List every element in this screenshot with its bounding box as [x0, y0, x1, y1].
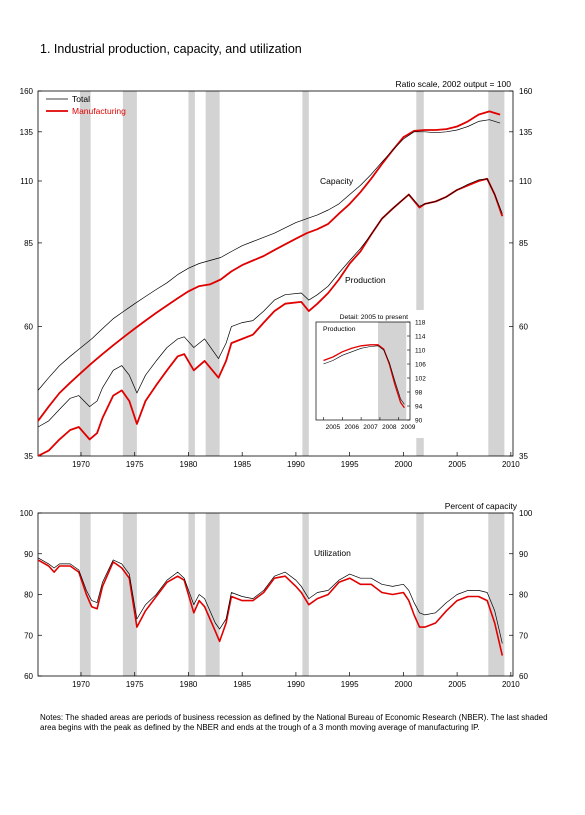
inset-y-tick-label: 102 — [415, 376, 426, 383]
series-line-total — [37, 119, 501, 391]
x-tick-label: 2005 — [448, 460, 466, 469]
y-tick-label: 70 — [24, 631, 33, 640]
series-line-manufacturing — [37, 559, 504, 656]
inset-x-tick-label: 2009 — [401, 424, 416, 431]
y-tick-label: 100 — [20, 509, 34, 518]
x-tick-label: 1995 — [341, 680, 359, 689]
x-tick-label: 2010 — [502, 460, 520, 469]
scale-note-utilization: Percent of capacity — [445, 501, 518, 511]
x-tick-label: 1970 — [72, 460, 90, 469]
y-tick-label: 90 — [24, 550, 33, 559]
y-tick-label: 160 — [20, 87, 34, 96]
inset-y-tick-label: 98 — [415, 390, 423, 397]
inset-series-manufacturing — [323, 344, 405, 409]
inset-x-tick-label: 2005 — [326, 424, 341, 431]
annotation-production: Production — [345, 275, 386, 285]
inset-title: Detail: 2005 to present — [340, 314, 409, 321]
utilization-chart: 60 60 70 70 80 80 90 90 100 100 1970 1975 1980 1985 19… — [20, 501, 533, 689]
detail-inset-chart: 90 94 98 102 106 110 114 118 2005 2006 2007 2008 200… — [314, 310, 442, 438]
production-capacity-chart: 35 35 60 60 85 85 110 110 135 135 160 160 1970 1975 19… — [20, 79, 533, 469]
recession-bar — [79, 91, 91, 456]
y-tick-label: 85 — [24, 239, 33, 248]
plot-frame — [37, 512, 514, 677]
recession-bar — [205, 91, 220, 456]
recession-bar — [302, 513, 309, 676]
y-tick-label: 100 — [519, 509, 533, 518]
inset-background — [314, 310, 442, 438]
y-tick-label: 60 — [24, 323, 33, 332]
annotation-utilization: Utilization — [314, 548, 351, 558]
x-tick-label: 1980 — [180, 460, 198, 469]
notes-text: Notes: The shaded areas are periods of b… — [40, 713, 548, 732]
x-tick-label: 2010 — [502, 680, 520, 689]
recession-bar — [188, 513, 195, 676]
x-tick-label: 1985 — [233, 460, 251, 469]
recession-bar — [122, 91, 137, 456]
inset-x-tick-label: 2008 — [382, 424, 397, 431]
recession-bar — [188, 91, 195, 456]
inset-y-tick-label: 106 — [415, 362, 426, 369]
plot-frame — [37, 90, 514, 457]
annotation-capacity: Capacity — [320, 176, 354, 186]
inset-y-tick-label: 110 — [415, 348, 426, 355]
y-tick-label: 60 — [24, 672, 33, 681]
series-line-total — [37, 557, 503, 644]
inset-x-tick-label: 2006 — [344, 424, 359, 431]
inset-label: Production — [323, 326, 356, 333]
recession-bar — [416, 91, 424, 456]
x-tick-label: 1990 — [287, 460, 305, 469]
x-tick-label: 2000 — [394, 460, 412, 469]
legend-label-manufacturing: Manufacturing — [72, 106, 126, 116]
recession-bar — [122, 513, 137, 676]
x-tick-label: 1990 — [287, 680, 305, 689]
y-tick-label: 80 — [519, 591, 528, 600]
x-tick-label: 1980 — [180, 680, 198, 689]
scale-note: Ratio scale, 2002 output = 100 — [395, 79, 511, 89]
recession-bar — [302, 91, 309, 456]
recession-bar — [416, 513, 424, 676]
inset-y-tick-label: 90 — [415, 418, 423, 425]
x-tick-label: 1985 — [233, 680, 251, 689]
y-tick-label: 80 — [24, 591, 33, 600]
y-tick-label: 60 — [519, 672, 528, 681]
figure-title: 1. Industrial production, capacity, and … — [40, 42, 302, 56]
y-tick-label: 85 — [519, 239, 528, 248]
legend-label-total: Total — [72, 94, 90, 104]
x-tick-label: 1995 — [341, 460, 359, 469]
inset-y-tick-label: 118 — [415, 320, 426, 327]
series-line-manufacturing — [37, 110, 501, 422]
x-tick-label: 1970 — [72, 680, 90, 689]
y-tick-label: 60 — [519, 323, 528, 332]
y-tick-label: 135 — [519, 128, 533, 137]
recession-bar — [205, 513, 220, 676]
inset-frame — [315, 321, 411, 421]
y-tick-label: 35 — [519, 452, 528, 461]
y-tick-label: 135 — [20, 128, 34, 137]
y-tick-label: 160 — [519, 87, 533, 96]
recession-bar — [79, 513, 91, 676]
x-tick-label: 2000 — [394, 680, 412, 689]
y-tick-label: 110 — [519, 177, 532, 186]
inset-y-tick-label: 94 — [415, 404, 423, 411]
y-tick-label: 90 — [519, 550, 528, 559]
y-tick-label: 110 — [20, 177, 33, 186]
x-tick-label: 1975 — [126, 460, 144, 469]
inset-x-tick-label: 2007 — [363, 424, 378, 431]
recession-bar — [488, 91, 505, 456]
inset-series-total — [323, 345, 405, 405]
x-tick-label: 1975 — [126, 680, 144, 689]
y-tick-label: 70 — [519, 631, 528, 640]
x-tick-label: 2005 — [448, 680, 466, 689]
series-line-total — [37, 178, 503, 428]
inset-y-tick-label: 114 — [415, 334, 426, 341]
y-tick-label: 35 — [24, 452, 33, 461]
